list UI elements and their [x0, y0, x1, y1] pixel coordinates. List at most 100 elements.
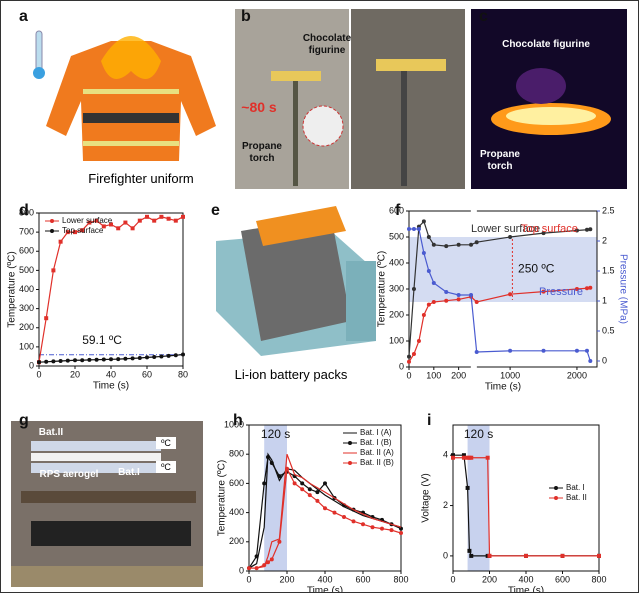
- data-point: [524, 553, 528, 558]
- y-axis-label: Temperature (ºC): [217, 460, 228, 536]
- data-point: [407, 227, 411, 231]
- data-point: [421, 251, 426, 255]
- thermal-image: [506, 107, 596, 125]
- data-point: [474, 240, 479, 245]
- data-point: [73, 358, 77, 363]
- y-tick-label: 800: [229, 449, 244, 459]
- data-point: [109, 357, 113, 362]
- legend-label: Bat. II: [566, 493, 587, 502]
- x-tick-label: 400: [317, 574, 332, 584]
- legend-marker: [554, 486, 558, 490]
- x-tick-label: 800: [591, 574, 606, 584]
- data-point: [444, 244, 449, 249]
- y-tick-label: 600: [389, 205, 404, 215]
- data-point: [123, 220, 128, 225]
- photo-detail: [271, 71, 321, 81]
- data-point: [456, 297, 461, 302]
- data-point: [541, 348, 546, 353]
- data-point: [584, 348, 589, 353]
- data-point: [262, 563, 267, 568]
- photo-label: Propane torch: [241, 141, 282, 164]
- data-point: [166, 216, 171, 221]
- data-point: [254, 554, 259, 559]
- x-axis-label: Time (s): [508, 586, 544, 592]
- battery-illustration: [216, 206, 376, 356]
- data-point: [137, 218, 142, 223]
- y2-axis-label: Pressure (MPa): [617, 254, 628, 324]
- y-tick-label: 100: [19, 341, 34, 351]
- caption: Li-ion battery packs: [234, 367, 348, 382]
- data-point: [166, 353, 171, 358]
- data-point: [94, 357, 99, 362]
- data-point: [101, 357, 106, 362]
- data-point: [58, 359, 63, 364]
- annotation: 120 s: [261, 427, 290, 441]
- data-point: [44, 316, 49, 321]
- data-point: [173, 218, 178, 223]
- shade-band: [467, 425, 490, 571]
- panel-label: i: [427, 412, 431, 429]
- data-point: [574, 287, 579, 291]
- panel-label: a: [19, 8, 28, 25]
- y-tick-label: 200: [19, 322, 34, 332]
- panel-label: d: [19, 202, 29, 219]
- y-tick-label: 0: [443, 550, 448, 560]
- photo: [351, 9, 465, 189]
- data-point: [411, 227, 416, 231]
- x-tick-label: 80: [178, 369, 188, 379]
- data-point: [351, 519, 356, 524]
- data-point: [323, 481, 327, 486]
- annotation: 59.1 ºC: [82, 333, 122, 347]
- data-point: [137, 355, 142, 360]
- data-point: [426, 269, 431, 273]
- data-point: [431, 300, 436, 304]
- data-point: [332, 510, 337, 515]
- y-tick-label: 400: [389, 257, 404, 267]
- data-point: [277, 474, 282, 479]
- y-tick-label: 4: [443, 450, 448, 460]
- data-point: [541, 289, 546, 294]
- legend-marker: [348, 461, 352, 465]
- axis-break: [470, 208, 477, 214]
- jacket-illustration: [33, 30, 216, 161]
- data-point: [266, 560, 270, 565]
- data-point: [431, 281, 436, 285]
- data-point: [323, 506, 327, 511]
- legend-marker: [348, 441, 352, 445]
- data-point: [399, 531, 403, 536]
- x-tick-label: 60: [142, 369, 152, 379]
- data-point: [508, 348, 513, 353]
- data-point: [65, 358, 70, 363]
- data-point: [269, 557, 274, 562]
- data-point: [152, 218, 157, 223]
- data-point: [285, 466, 289, 471]
- photo-detail: [31, 441, 161, 451]
- y2-tick-label: 1.5: [602, 265, 615, 275]
- data-point: [307, 487, 312, 492]
- data-point: [44, 359, 49, 364]
- panel-label: f: [395, 202, 401, 219]
- y-tick-label: 1000: [224, 419, 244, 429]
- data-point: [51, 268, 56, 273]
- photo-detail: [376, 59, 446, 71]
- data-point: [300, 481, 305, 486]
- data-point: [588, 227, 593, 232]
- series-label: Pressure: [539, 286, 583, 298]
- annotation: 120 s: [464, 427, 493, 441]
- y-tick-label: 200: [389, 309, 404, 319]
- legend-label: Bat. II (B): [360, 458, 394, 467]
- data-point: [73, 230, 77, 235]
- x-tick-label: 0: [246, 574, 251, 584]
- data-point: [80, 228, 85, 233]
- legend-label: Top surface: [62, 226, 104, 235]
- data-point: [315, 490, 320, 495]
- panel-label: b: [241, 8, 251, 25]
- data-point: [65, 230, 70, 235]
- y-tick-label: 700: [19, 227, 34, 237]
- data-point: [58, 239, 63, 244]
- x-tick-label: 200: [482, 574, 497, 584]
- data-point: [451, 455, 455, 460]
- data-point: [116, 357, 121, 362]
- data-point: [87, 220, 92, 225]
- x-tick-label: 200: [279, 574, 294, 584]
